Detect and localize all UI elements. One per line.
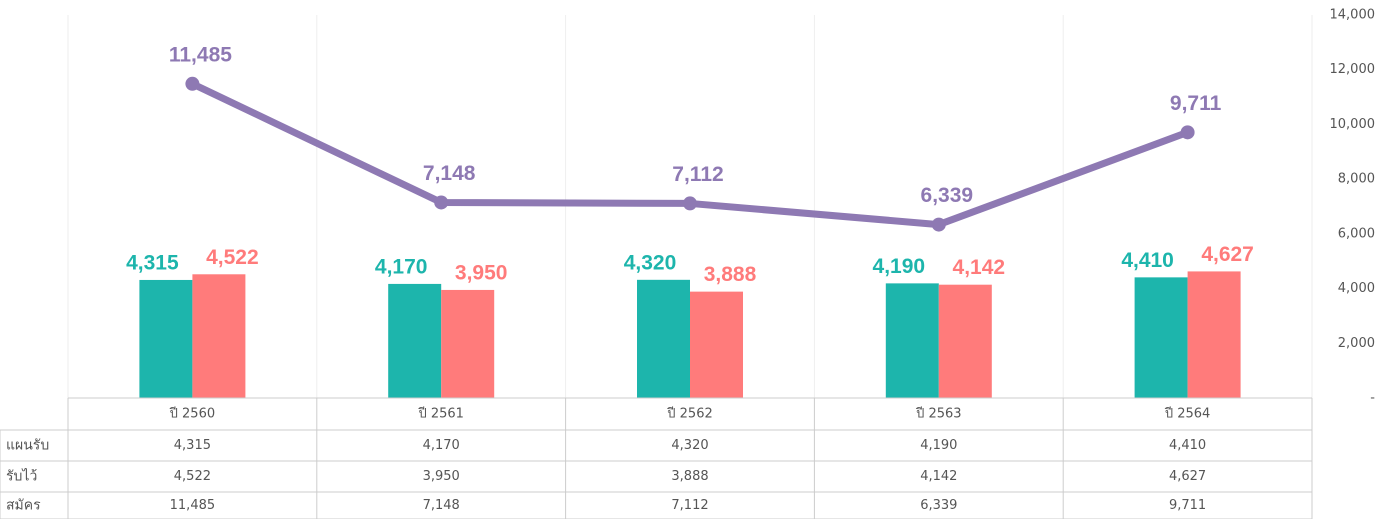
x-tick-label: ปี 2564 xyxy=(1164,406,1210,422)
data-label: 4,190 xyxy=(873,255,926,278)
table-cell: 4,170 xyxy=(423,438,460,453)
bar xyxy=(938,284,992,398)
bar xyxy=(388,283,442,398)
table-cell: 3,950 xyxy=(423,469,460,484)
y-tick-label: 8,000 xyxy=(1338,172,1375,187)
data-label: 4,320 xyxy=(624,251,677,274)
table-cell: 4,320 xyxy=(671,438,708,453)
y-tick-label: 14,000 xyxy=(1330,8,1376,23)
data-label: 4,170 xyxy=(375,255,428,278)
bar xyxy=(192,274,246,398)
x-tick-label: ปี 2563 xyxy=(915,406,961,422)
table-cell: 11,485 xyxy=(170,498,216,513)
table-cell: 3,888 xyxy=(671,469,708,484)
line-point xyxy=(185,76,200,91)
x-tick-label: ปี 2562 xyxy=(666,406,712,422)
table-row-label: แผนรับ xyxy=(6,438,49,454)
data-label: 4,410 xyxy=(1121,249,1174,272)
data-label: 4,522 xyxy=(206,246,259,269)
table-row-label: รับไว้ xyxy=(6,468,37,485)
y-tick-label: - xyxy=(1370,391,1375,406)
data-label: 4,142 xyxy=(953,256,1006,279)
table-cell: 4,522 xyxy=(174,469,211,484)
table-cell: 4,315 xyxy=(174,438,211,453)
data-label: 4,315 xyxy=(126,252,179,275)
y-tick-label: 4,000 xyxy=(1338,281,1375,296)
x-tick-label: ปี 2561 xyxy=(417,406,463,422)
data-label: 11,485 xyxy=(169,43,232,66)
table-cell: 9,711 xyxy=(1169,498,1206,513)
table-cell: 4,410 xyxy=(1169,438,1206,453)
y-tick-label: 6,000 xyxy=(1338,226,1375,241)
line-point xyxy=(1180,125,1195,140)
bar xyxy=(1187,271,1241,398)
line-point xyxy=(434,195,449,210)
table-row-label: สมัคร xyxy=(6,498,41,514)
data-label: 4,627 xyxy=(1201,243,1254,266)
table-cell: 4,627 xyxy=(1169,469,1206,484)
bar xyxy=(441,289,495,398)
y-tick-label: 10,000 xyxy=(1330,117,1376,132)
data-label: 9,711 xyxy=(1170,92,1222,115)
x-tick-label: ปี 2560 xyxy=(169,406,215,422)
table-cell: 7,148 xyxy=(423,498,460,513)
data-label: 7,112 xyxy=(672,163,723,186)
y-tick-label: 2,000 xyxy=(1338,336,1375,351)
y-tick-label: 12,000 xyxy=(1330,62,1376,77)
data-label: 3,888 xyxy=(704,263,757,286)
data-label: 7,148 xyxy=(423,162,476,185)
data-label: 3,950 xyxy=(455,261,508,284)
table-cell: 6,339 xyxy=(920,498,957,513)
line-point xyxy=(931,217,946,232)
table-cell: 4,190 xyxy=(920,438,957,453)
bar xyxy=(139,279,193,398)
line-point xyxy=(683,196,697,211)
bar xyxy=(1134,277,1188,398)
table-cell: 7,112 xyxy=(671,498,708,513)
data-label: 6,339 xyxy=(921,184,974,207)
bar xyxy=(637,279,690,398)
bar xyxy=(690,291,743,398)
table-cell: 4,142 xyxy=(920,469,957,484)
bar xyxy=(885,283,939,398)
